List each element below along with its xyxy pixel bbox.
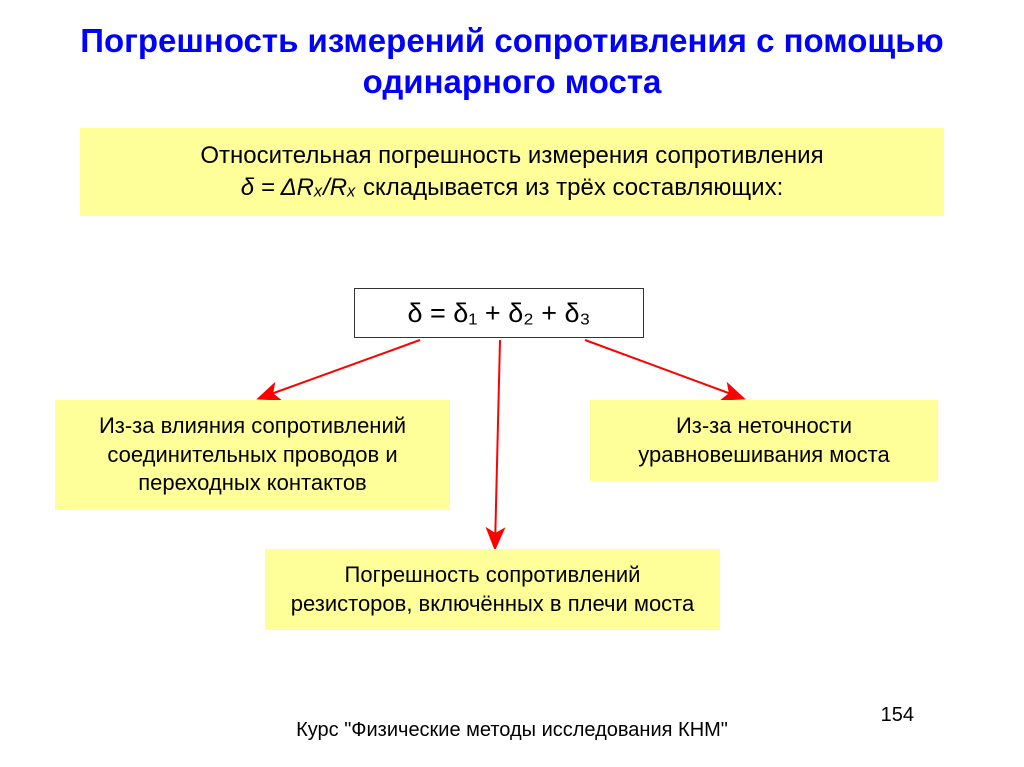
- center-formula-text: δ = δ₁ + δ₂ + δ₃: [407, 298, 590, 328]
- subtitle-box: Относительная погрешность измерения сопр…: [80, 128, 944, 217]
- subtitle-line2: складывается из трёх составляющих:: [356, 174, 783, 201]
- arrow-middle: [495, 340, 500, 547]
- slide-title: Погрешность измерений сопротивления с по…: [0, 0, 1024, 118]
- info-box-right: Из-за неточности уравновешивания моста: [590, 400, 938, 481]
- subtitle-line1: Относительная погрешность измерения сопр…: [200, 142, 823, 169]
- subtitle-formula: δ = ΔRₓ/Rₓ: [241, 174, 357, 201]
- info-box-left: Из-за влияния сопротивлений соединительн…: [55, 400, 450, 510]
- center-formula-box: δ = δ₁ + δ₂ + δ₃: [354, 288, 644, 338]
- arrow-left: [260, 340, 420, 398]
- arrow-right: [585, 340, 742, 398]
- page-number: 154: [881, 704, 914, 727]
- info-box-bottom: Погрешность сопротивлений резисторов, вк…: [265, 549, 720, 630]
- footer-course: Курс "Физические методы исследования КНМ…: [0, 719, 1024, 742]
